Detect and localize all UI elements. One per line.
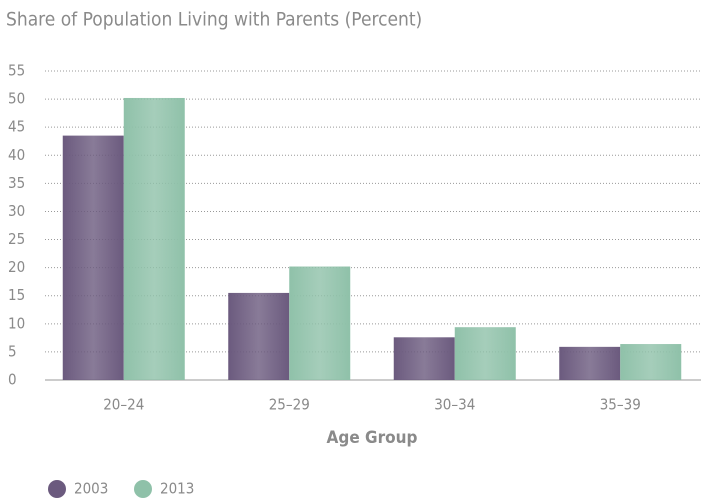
bar [559,346,621,380]
y-tick-label: 55 [8,62,25,80]
chart-title: Share of Population Living with Parents … [6,9,422,31]
legend-swatch [48,480,66,498]
bar [62,135,124,380]
y-tick-label: 45 [8,118,25,136]
bar [228,292,290,380]
y-tick-label: 5 [8,342,17,360]
bar [620,344,682,380]
legend-label: 2013 [160,480,194,498]
y-tick-label: 10 [8,314,25,332]
y-tick-label: 50 [8,90,25,108]
bar [454,327,516,380]
bar [393,337,455,380]
y-tick-label: 15 [8,286,25,304]
x-tick-label: 30–34 [434,396,475,414]
legend-label: 2003 [74,480,108,498]
y-tick-label: 0 [8,371,17,389]
y-tick-label: 20 [8,258,25,276]
y-tick-label: 25 [8,230,25,248]
x-tick-label: 20–24 [103,396,144,414]
bar [289,266,351,380]
x-tick-label: 25–29 [269,396,310,414]
bar [123,97,185,380]
x-axis-label: Age Group [327,428,418,448]
y-tick-label: 40 [8,146,25,164]
legend-swatch [134,480,152,498]
y-tick-label: 30 [8,202,25,220]
y-tick-label: 35 [8,174,25,192]
x-tick-label: 35–39 [600,396,641,414]
